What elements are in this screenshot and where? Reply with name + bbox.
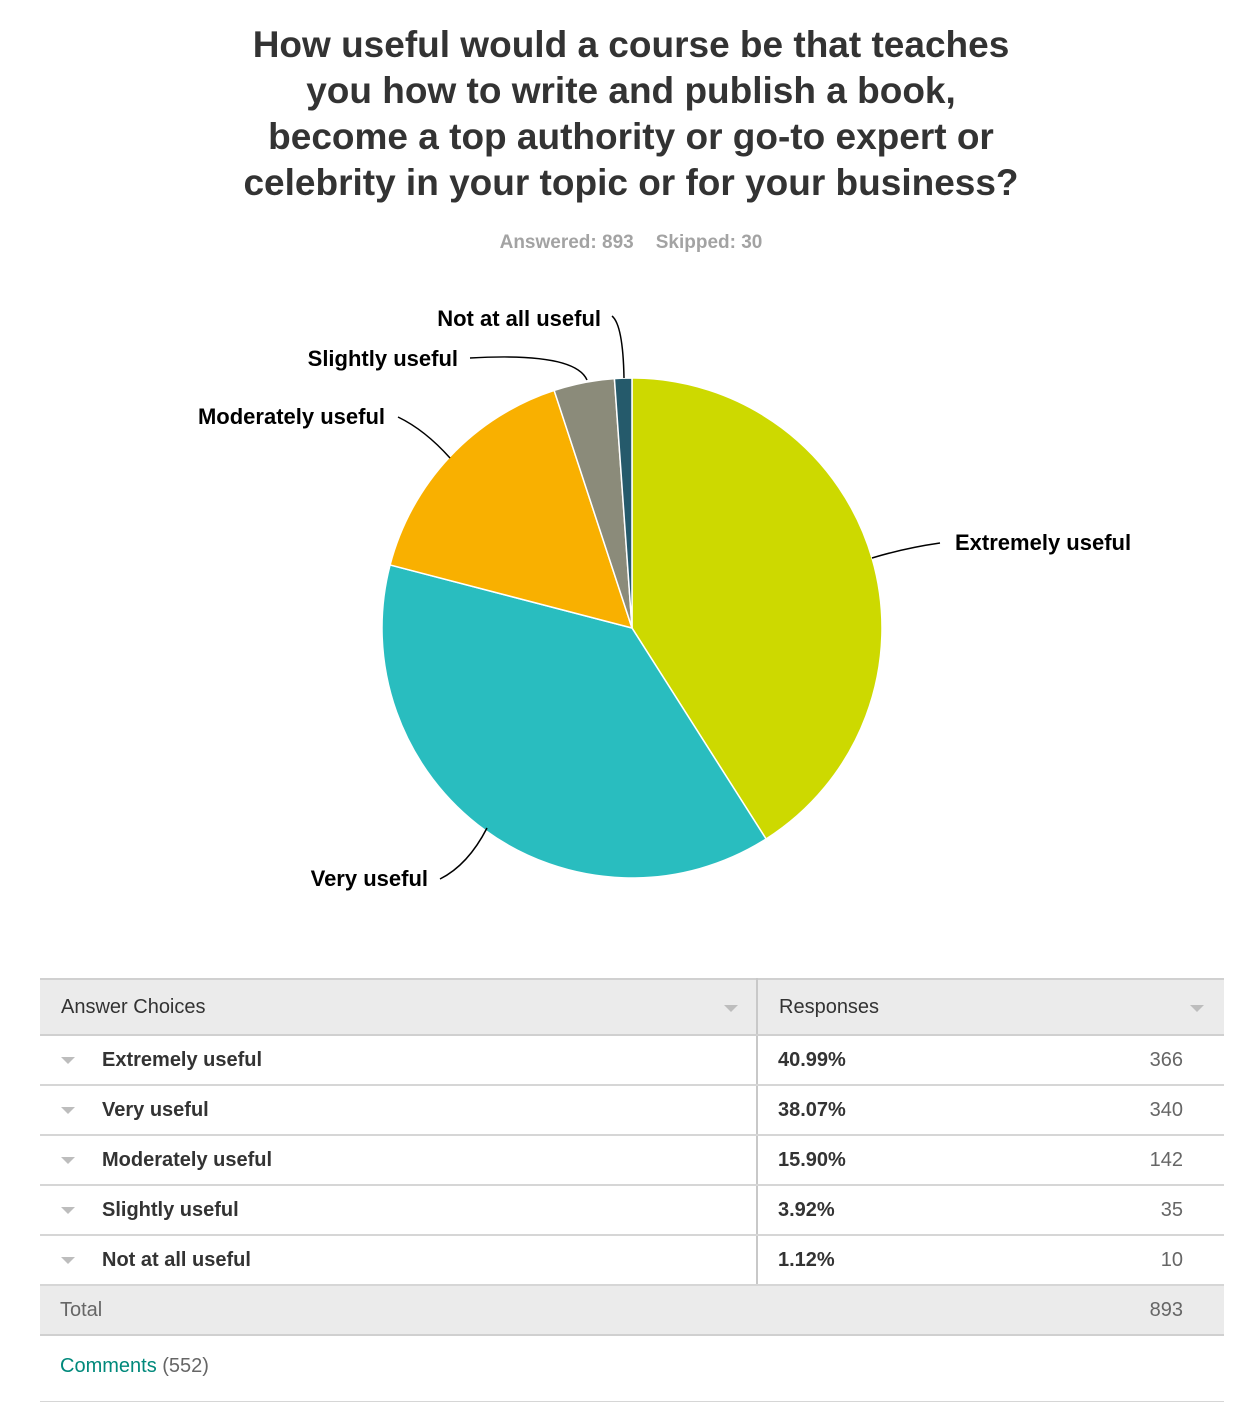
comments-count: (552) <box>162 1355 209 1377</box>
leader-line <box>439 827 488 880</box>
table-header-row: Answer Choices Responses <box>40 978 1224 1036</box>
response-count: 35 <box>1160 1199 1183 1221</box>
slice-label: Moderately useful <box>198 404 385 429</box>
responses-label: Responses <box>779 996 880 1018</box>
response-percent: 1.12% <box>778 1249 835 1271</box>
sort-caret-icon[interactable] <box>1190 1005 1204 1012</box>
answer-choice-cell: Extremely useful <box>40 1035 758 1086</box>
answer-choices-header[interactable]: Answer Choices <box>40 978 758 1036</box>
response-cell: 40.99% 366 <box>757 1035 1224 1086</box>
comments-link[interactable]: Comments <box>60 1355 157 1377</box>
title-line-4: celebrity in your topic or for your busi… <box>243 162 1019 203</box>
results-table: Answer Choices Responses Extremely usefu… <box>40 978 1224 1336</box>
answer-choice-label: Slightly useful <box>102 1198 239 1221</box>
table-row: Slightly useful 3.92% 35 <box>40 1185 1224 1236</box>
question-title: How useful would a course be that teache… <box>0 22 1234 206</box>
title-line-3: become a top authority or go-to expert o… <box>268 116 994 157</box>
pie-slice <box>381 563 768 879</box>
answer-choice-label: Moderately useful <box>102 1148 273 1171</box>
expand-caret-icon[interactable] <box>61 1256 75 1264</box>
leader-line <box>871 542 941 559</box>
answer-choice-cell: Very useful <box>40 1085 758 1136</box>
answer-choice-label: Not at all useful <box>102 1248 251 1271</box>
slice-label: Slightly useful <box>308 346 458 371</box>
table-row: Moderately useful 15.90% 142 <box>40 1135 1224 1186</box>
slice-label: Not at all useful <box>437 306 601 331</box>
answer-choice-label: Very useful <box>102 1098 209 1121</box>
leader-line <box>469 356 588 381</box>
divider <box>40 1401 1224 1402</box>
table-row: Not at all useful 1.12% 10 <box>40 1235 1224 1286</box>
answer-choice-cell: Slightly useful <box>40 1185 758 1236</box>
title-line-2: you how to write and publish a book, <box>306 70 956 111</box>
answer-choice-cell: Not at all useful <box>40 1235 758 1286</box>
response-percent: 15.90% <box>778 1149 846 1171</box>
response-count: 142 <box>1149 1149 1183 1171</box>
table-row: Extremely useful 40.99% 366 <box>40 1035 1224 1086</box>
slice-label: Very useful <box>311 866 428 891</box>
response-count: 366 <box>1149 1049 1183 1071</box>
answered-count: Answered: 893 <box>499 232 634 253</box>
response-percent: 40.99% <box>778 1049 846 1071</box>
comments: Comments (552) <box>60 1355 209 1378</box>
response-count: 10 <box>1160 1249 1183 1271</box>
response-percent: 3.92% <box>778 1199 835 1221</box>
expand-caret-icon[interactable] <box>61 1156 75 1164</box>
responses-header[interactable]: Responses <box>757 978 1224 1036</box>
expand-caret-icon[interactable] <box>61 1206 75 1214</box>
response-cell: 1.12% 10 <box>757 1235 1224 1286</box>
expand-caret-icon[interactable] <box>61 1106 75 1114</box>
leader-line <box>397 416 451 459</box>
skipped-count: Skipped: 30 <box>655 232 763 253</box>
response-count: 340 <box>1149 1099 1183 1121</box>
sort-caret-icon[interactable] <box>724 1005 738 1012</box>
response-percent: 38.07% <box>778 1099 846 1121</box>
expand-caret-icon[interactable] <box>61 1056 75 1064</box>
pie-slice <box>613 377 633 629</box>
total-label: Total <box>40 1285 757 1336</box>
total-row: Total 893 <box>40 1285 1224 1336</box>
table-row: Very useful 38.07% 340 <box>40 1085 1224 1136</box>
pie-slice <box>631 377 883 841</box>
response-cell: 15.90% 142 <box>757 1135 1224 1186</box>
leader-line <box>611 315 625 379</box>
total-value: 893 <box>757 1285 1224 1336</box>
title-line-1: How useful would a course be that teache… <box>252 24 1010 65</box>
response-cell: 38.07% 340 <box>757 1085 1224 1136</box>
answer-choices-label: Answer Choices <box>61 996 206 1018</box>
slice-label: Extremely useful <box>955 530 1131 555</box>
response-stats: Answered: 893 Skipped: 30 <box>0 232 1234 254</box>
answer-choice-cell: Moderately useful <box>40 1135 758 1186</box>
answer-choice-label: Extremely useful <box>102 1048 263 1071</box>
pie-chart: Extremely useful Very useful Moderately us… <box>198 306 1131 891</box>
response-cell: 3.92% 35 <box>757 1185 1224 1236</box>
